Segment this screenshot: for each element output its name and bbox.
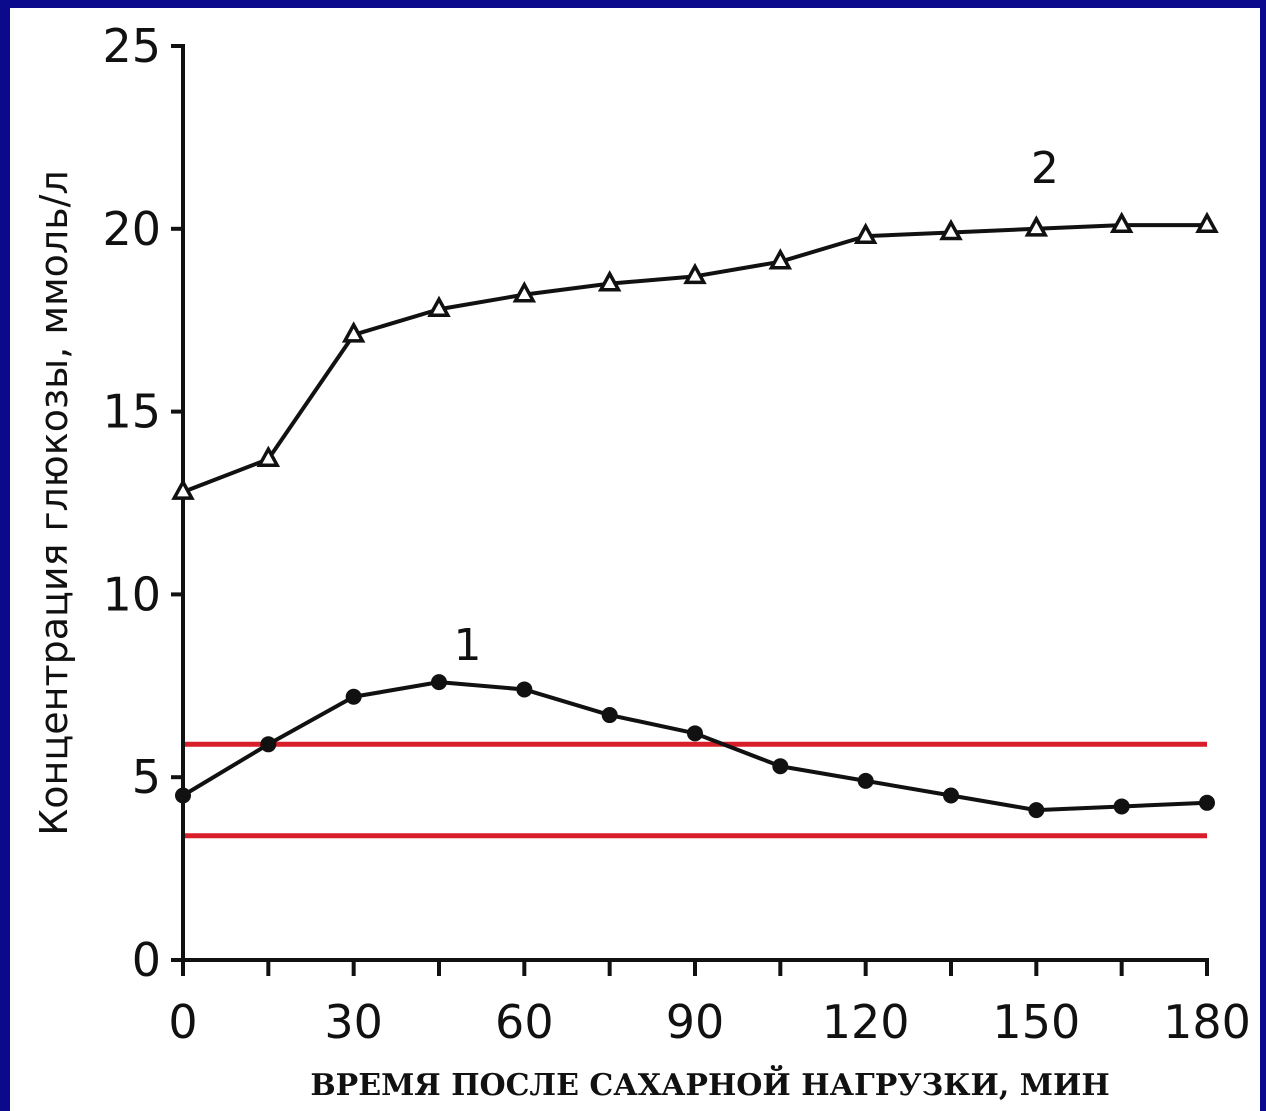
series-1-point-135 xyxy=(943,787,959,804)
series-1-point-90 xyxy=(687,725,703,742)
x-tick-label-120: 120 xyxy=(822,995,910,1049)
y-tick-label-15: 15 xyxy=(102,385,161,439)
series-2-point-180 xyxy=(1195,211,1219,233)
chart-panel: 0 5 10 15 20 25 0 30 60 90 120 150 180 Концентрация г… xyxy=(10,8,1260,1111)
series-1-point-150 xyxy=(1028,802,1045,819)
series-2-point-60 xyxy=(512,281,537,303)
y-tick-label-20: 20 xyxy=(102,202,161,256)
series-1-point-60 xyxy=(516,681,533,698)
series-2-point-105 xyxy=(768,248,793,270)
x-tick-label-60: 60 xyxy=(495,995,554,1049)
series-2-point-75 xyxy=(597,270,622,292)
y-tick-label-5: 5 xyxy=(132,750,161,804)
series-1-point-120 xyxy=(857,772,874,789)
series-2-point-165 xyxy=(1109,211,1134,233)
x-tick-label-180: 180 xyxy=(1163,995,1251,1049)
y-tick-label-25: 25 xyxy=(102,19,161,73)
series-2-point-45 xyxy=(427,295,451,318)
x-axis-label: ВРЕМЯ ПОСЛЕ САХАРНОЙ НАГРУЗКИ, МИН xyxy=(310,1065,1109,1103)
x-tick-label-90: 90 xyxy=(666,995,725,1049)
series-label-2: 2 xyxy=(1031,143,1059,194)
series-1-point-15 xyxy=(260,736,277,753)
series-2-point-120 xyxy=(853,222,878,244)
glucose-tolerance-chart: 0 5 10 15 20 25 0 30 60 90 120 150 180 Концентрация г… xyxy=(32,19,1251,1103)
x-tick-label-30: 30 xyxy=(324,995,383,1049)
series-2-point-150 xyxy=(1024,215,1049,237)
series-1-point-75 xyxy=(601,707,618,724)
series-label-1: 1 xyxy=(453,620,481,671)
series-2-point-15 xyxy=(256,445,281,467)
series-1-point-105 xyxy=(772,758,789,775)
x-tick-label-0: 0 xyxy=(168,995,197,1049)
series-2-point-90 xyxy=(683,262,707,285)
series-2-point-0 xyxy=(171,478,195,500)
series-2-point-30 xyxy=(341,321,366,343)
y-tick-label-10: 10 xyxy=(102,567,161,621)
series-2-point-135 xyxy=(939,218,963,241)
y-axis-label: Концентрация глюкозы, ммоль/л xyxy=(32,170,76,835)
y-tick-label-0: 0 xyxy=(132,933,161,987)
series-1-point-165 xyxy=(1113,798,1130,815)
series-1-point-0 xyxy=(175,787,191,804)
x-tick-label-150: 150 xyxy=(992,995,1080,1049)
series-1-point-30 xyxy=(345,688,362,705)
series-1-point-180 xyxy=(1199,794,1215,811)
series-1-point-45 xyxy=(431,674,447,691)
